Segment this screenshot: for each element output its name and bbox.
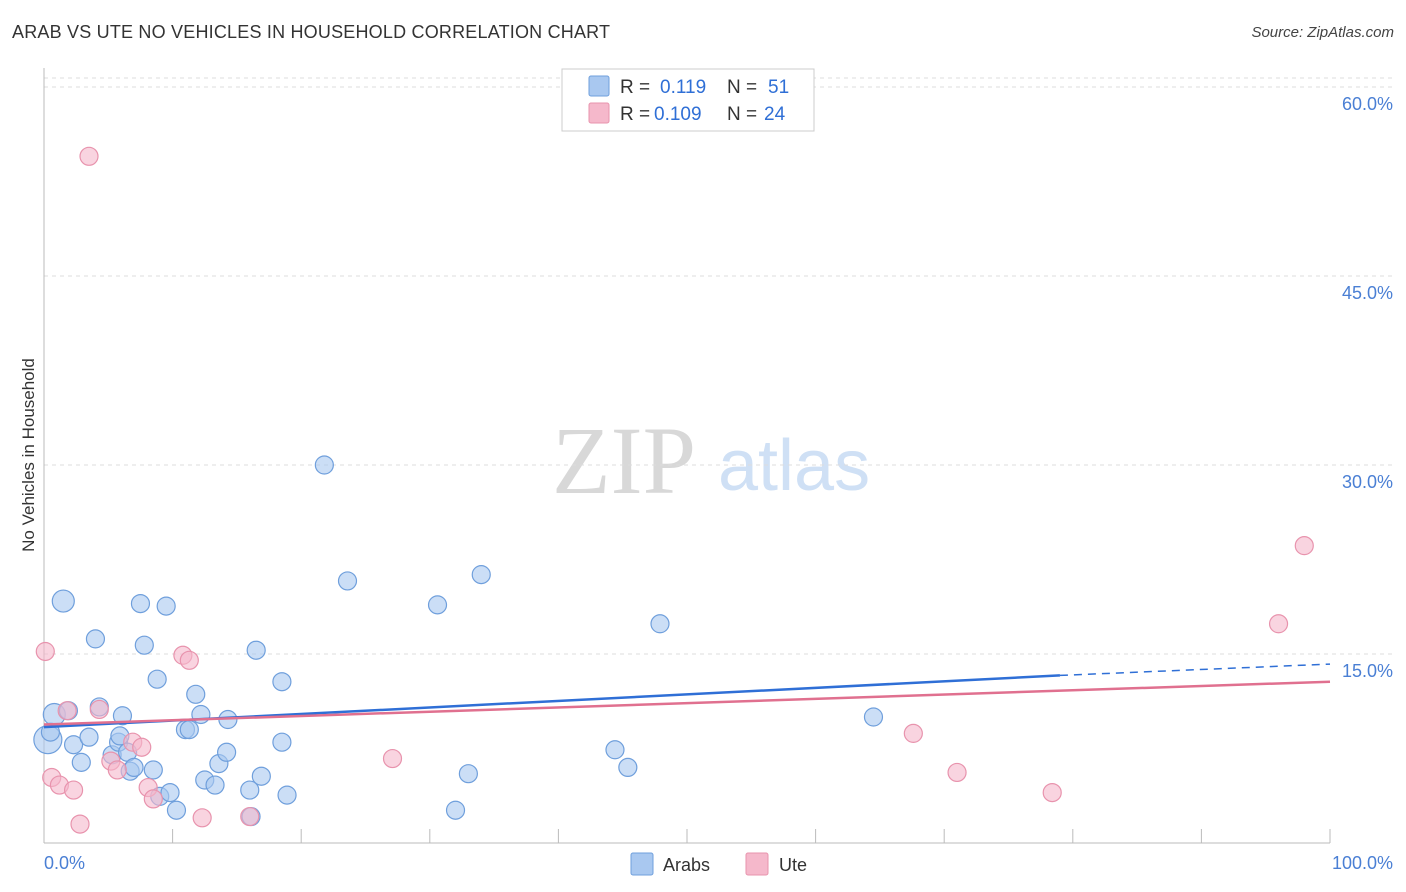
- legend-n-value-arabs: 51: [768, 77, 789, 98]
- x-ticks: [172, 829, 1331, 843]
- ute-point: [89, 699, 109, 720]
- legend-r-value-arabs: 0.119: [660, 77, 706, 98]
- ute-point: [1268, 614, 1289, 634]
- legend-n-label-ute: N =: [727, 104, 757, 125]
- ute-point: [143, 789, 163, 809]
- arabs-point: [179, 719, 199, 740]
- ute-point: [63, 780, 84, 800]
- bottom-legend-swatch-arabs: [630, 852, 654, 876]
- ute-trend-line: [43, 680, 1331, 726]
- grid: [44, 77, 1395, 655]
- chart-title: ARAB VS UTE NO VEHICLES IN HOUSEHOLD COR…: [12, 22, 611, 42]
- data-points: [33, 146, 1314, 834]
- source-label: Source: ZipAtlas.com: [1251, 24, 1394, 41]
- legend-n-value-ute: 24: [764, 104, 786, 125]
- arabs-point: [272, 672, 292, 692]
- ute-point: [132, 737, 152, 757]
- arabs-point: [112, 706, 133, 726]
- y-axis-label: No Vehicles in Household: [19, 358, 38, 552]
- bottom-legend: Arabs Ute: [630, 852, 807, 876]
- arabs-point: [458, 764, 478, 784]
- arabs-point: [186, 684, 206, 704]
- arabs-trend-extension: [1059, 663, 1331, 677]
- arabs-point: [618, 757, 638, 778]
- watermark-zip: ZIP: [552, 407, 696, 514]
- watermark: ZIP atlas: [552, 407, 870, 514]
- ute-point: [57, 701, 77, 721]
- arabs-point: [143, 760, 163, 780]
- arabs-point: [240, 780, 260, 800]
- arabs-point: [251, 766, 271, 786]
- x-tick-label: 100.0%: [1332, 853, 1393, 873]
- arabs-point: [124, 757, 144, 778]
- arabs-point: [63, 735, 84, 755]
- arabs-point: [85, 629, 106, 649]
- arabs-point: [650, 614, 670, 634]
- y-tick-label: 60.0%: [1342, 94, 1393, 114]
- ute-point: [35, 641, 55, 662]
- legend-swatch-arabs: [588, 75, 610, 97]
- ute-point: [192, 808, 212, 828]
- legend-r-label-ute: R =: [620, 104, 650, 125]
- ute-point: [1294, 536, 1314, 556]
- y-tick-label: 15.0%: [1342, 661, 1393, 681]
- arabs-point: [51, 589, 75, 613]
- arabs-point: [605, 740, 625, 760]
- ute-point: [1042, 782, 1062, 803]
- arabs-point: [445, 800, 466, 820]
- ute-point: [947, 762, 967, 783]
- arabs-point: [217, 742, 237, 762]
- arabs-point: [156, 596, 176, 616]
- arabs-point: [147, 669, 167, 689]
- arabs-point: [246, 640, 266, 660]
- arabs-point: [863, 707, 884, 727]
- arabs-point: [337, 571, 358, 591]
- ute-point: [70, 814, 90, 834]
- ute-point: [903, 723, 923, 743]
- arabs-point: [130, 593, 151, 614]
- x-tick-labels: 0.0% 100.0%: [44, 853, 1393, 873]
- ute-point: [107, 760, 127, 780]
- legend: R = 0.119 N = 51 R = 0.109 N = 24: [561, 68, 815, 132]
- arabs-point: [71, 752, 91, 772]
- y-tick-label: 30.0%: [1342, 472, 1393, 492]
- trend-lines: [43, 663, 1331, 729]
- legend-r-label-arabs: R =: [620, 77, 650, 98]
- arabs-point: [79, 727, 99, 747]
- legend-r-value-ute: 0.109: [654, 104, 702, 125]
- bottom-legend-arabs: Arabs: [663, 855, 710, 875]
- arabs-point: [134, 635, 154, 655]
- arabs-point: [277, 785, 297, 805]
- arabs-point: [314, 455, 334, 475]
- arabs-point: [272, 732, 292, 752]
- arabs-point: [205, 775, 225, 795]
- arabs-point: [166, 800, 187, 820]
- legend-swatch-ute: [588, 102, 610, 124]
- y-tick-labels: 15.0% 30.0% 45.0% 60.0%: [1342, 94, 1393, 681]
- ute-point: [240, 806, 260, 827]
- bottom-legend-ute: Ute: [779, 855, 807, 875]
- x-tick-label: 0.0%: [44, 853, 85, 873]
- arabs-point: [427, 595, 448, 615]
- ute-point: [382, 748, 403, 769]
- arabs-point: [160, 782, 180, 803]
- bottom-legend-swatch-ute: [745, 852, 769, 876]
- ute-point: [179, 650, 199, 670]
- legend-n-label-arabs: N =: [727, 77, 757, 98]
- arabs-point: [471, 565, 491, 585]
- y-tick-label: 45.0%: [1342, 283, 1393, 303]
- ute-point: [79, 146, 99, 166]
- watermark-atlas: atlas: [718, 426, 870, 506]
